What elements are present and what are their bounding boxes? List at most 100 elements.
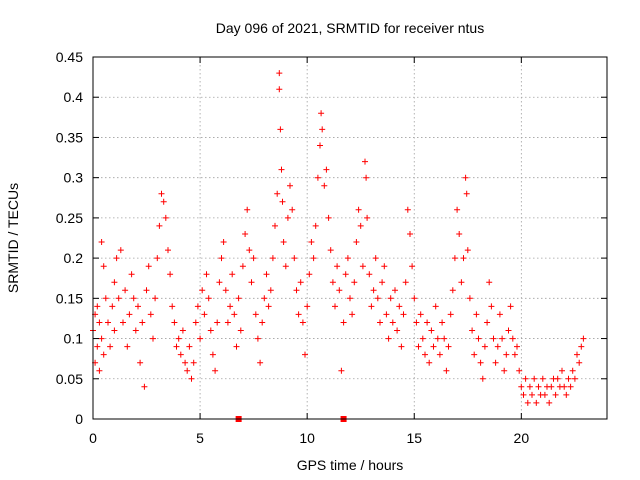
data-point <box>141 383 148 390</box>
data-point <box>167 271 174 278</box>
data-point <box>514 343 520 350</box>
x-tick-label: 0 <box>89 430 97 446</box>
data-point <box>265 303 272 310</box>
data-point <box>533 399 540 406</box>
data-point <box>439 319 446 326</box>
data-point <box>398 343 405 350</box>
data-point <box>415 343 422 350</box>
data-point <box>387 295 394 302</box>
data-point <box>494 343 501 350</box>
data-point <box>363 174 370 181</box>
data-point <box>349 311 356 318</box>
y-tick-label: 0 <box>75 411 83 427</box>
data-point <box>522 375 529 382</box>
data-point <box>209 351 216 358</box>
data-point <box>287 182 293 189</box>
data-point <box>364 214 371 221</box>
data-point <box>377 319 383 326</box>
data-point <box>466 295 473 302</box>
data-point <box>501 367 508 374</box>
chart-title: Day 096 of 2021, SRMTID for receiver ntu… <box>216 20 484 36</box>
data-point <box>342 271 349 278</box>
data-point <box>362 158 368 165</box>
data-point <box>98 335 105 342</box>
data-point <box>182 359 189 366</box>
data-point <box>460 255 467 262</box>
data-point <box>115 295 122 302</box>
data-point <box>237 327 244 334</box>
data-point <box>434 335 441 342</box>
data-point <box>278 166 285 173</box>
data-point <box>150 335 156 342</box>
data-point <box>477 359 484 366</box>
data-point <box>107 343 114 350</box>
data-point <box>561 383 568 390</box>
data-point <box>381 263 388 270</box>
data-point <box>229 271 236 278</box>
data-point <box>486 279 493 286</box>
data-point <box>280 239 287 245</box>
data-point <box>130 295 137 302</box>
data-point <box>392 287 398 294</box>
data-point <box>297 279 304 286</box>
data-point <box>94 343 101 350</box>
data-point <box>124 343 131 350</box>
data-point <box>332 303 338 310</box>
data-point <box>424 319 431 326</box>
data-point <box>304 303 311 310</box>
data-point <box>473 311 480 318</box>
x-tick-label: 10 <box>299 430 315 446</box>
data-point <box>120 319 126 326</box>
data-point <box>173 343 180 350</box>
data-point <box>563 391 570 398</box>
data-point <box>580 335 587 342</box>
data-point <box>353 239 360 245</box>
data-point <box>319 126 326 133</box>
data-point <box>162 214 169 221</box>
data-point <box>509 335 516 342</box>
data-point <box>520 391 527 398</box>
data-point <box>312 222 319 229</box>
data-point <box>574 351 580 358</box>
data-point <box>323 166 330 173</box>
data-point <box>321 182 328 189</box>
data-point <box>569 367 576 374</box>
data-point <box>291 255 298 262</box>
data-point <box>277 126 284 133</box>
data-point <box>154 255 161 262</box>
data-point <box>454 206 461 213</box>
data-point <box>111 279 118 286</box>
data-point <box>496 311 503 318</box>
data-point <box>98 239 105 245</box>
data-point <box>351 279 358 286</box>
data-point <box>272 222 278 229</box>
data-point <box>186 343 193 350</box>
data-point <box>413 319 420 326</box>
data-point <box>220 239 227 245</box>
data-point <box>147 311 154 318</box>
data-point <box>100 351 107 358</box>
data-point <box>233 343 240 350</box>
data-point <box>484 319 491 326</box>
data-point <box>402 279 409 286</box>
data-point <box>535 383 542 390</box>
data-point <box>404 206 411 213</box>
data-point <box>325 214 332 221</box>
data-point <box>516 367 523 374</box>
data-point <box>177 351 184 358</box>
plot-frame <box>92 56 608 420</box>
x-axis-label: GPS time / hours <box>297 457 404 473</box>
data-point <box>359 263 366 270</box>
data-point <box>269 255 276 262</box>
data-point <box>462 174 469 181</box>
data-point <box>169 303 176 310</box>
data-point <box>263 271 270 278</box>
data-point <box>379 279 386 286</box>
data-point <box>443 367 450 374</box>
data-point <box>422 351 428 358</box>
data-point <box>552 391 559 398</box>
data-point <box>105 319 111 326</box>
data-point <box>293 287 300 294</box>
data-point <box>344 255 351 262</box>
data-point <box>222 287 229 294</box>
